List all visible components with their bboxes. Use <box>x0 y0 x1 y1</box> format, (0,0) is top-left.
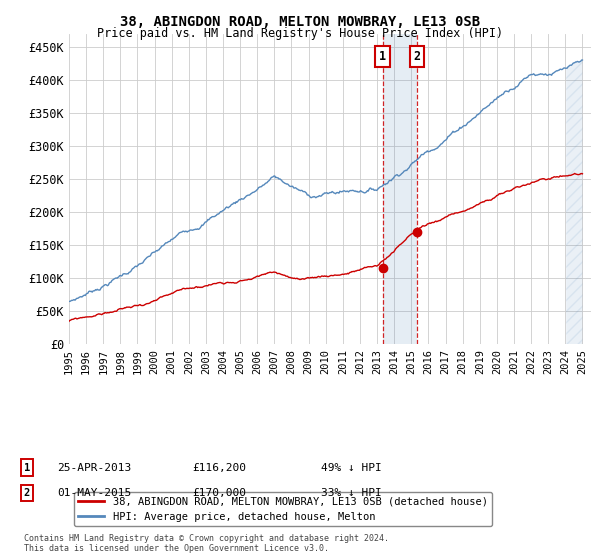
Text: 2: 2 <box>413 50 421 63</box>
Text: 1: 1 <box>379 50 386 63</box>
Text: 01-MAY-2015: 01-MAY-2015 <box>57 488 131 498</box>
Text: 38, ABINGDON ROAD, MELTON MOWBRAY, LE13 0SB: 38, ABINGDON ROAD, MELTON MOWBRAY, LE13 … <box>120 15 480 29</box>
Bar <box>383 34 417 344</box>
Text: 2: 2 <box>24 488 30 498</box>
Text: £170,000: £170,000 <box>192 488 246 498</box>
Text: 25-APR-2013: 25-APR-2013 <box>57 463 131 473</box>
Legend: 38, ABINGDON ROAD, MELTON MOWBRAY, LE13 0SB (detached house), HPI: Average price: 38, ABINGDON ROAD, MELTON MOWBRAY, LE13 … <box>74 492 492 526</box>
Text: Contains HM Land Registry data © Crown copyright and database right 2024.
This d: Contains HM Land Registry data © Crown c… <box>24 534 389 553</box>
Text: 49% ↓ HPI: 49% ↓ HPI <box>321 463 382 473</box>
Text: 1: 1 <box>24 463 30 473</box>
Text: £116,200: £116,200 <box>192 463 246 473</box>
Text: 33% ↓ HPI: 33% ↓ HPI <box>321 488 382 498</box>
Text: Price paid vs. HM Land Registry's House Price Index (HPI): Price paid vs. HM Land Registry's House … <box>97 27 503 40</box>
